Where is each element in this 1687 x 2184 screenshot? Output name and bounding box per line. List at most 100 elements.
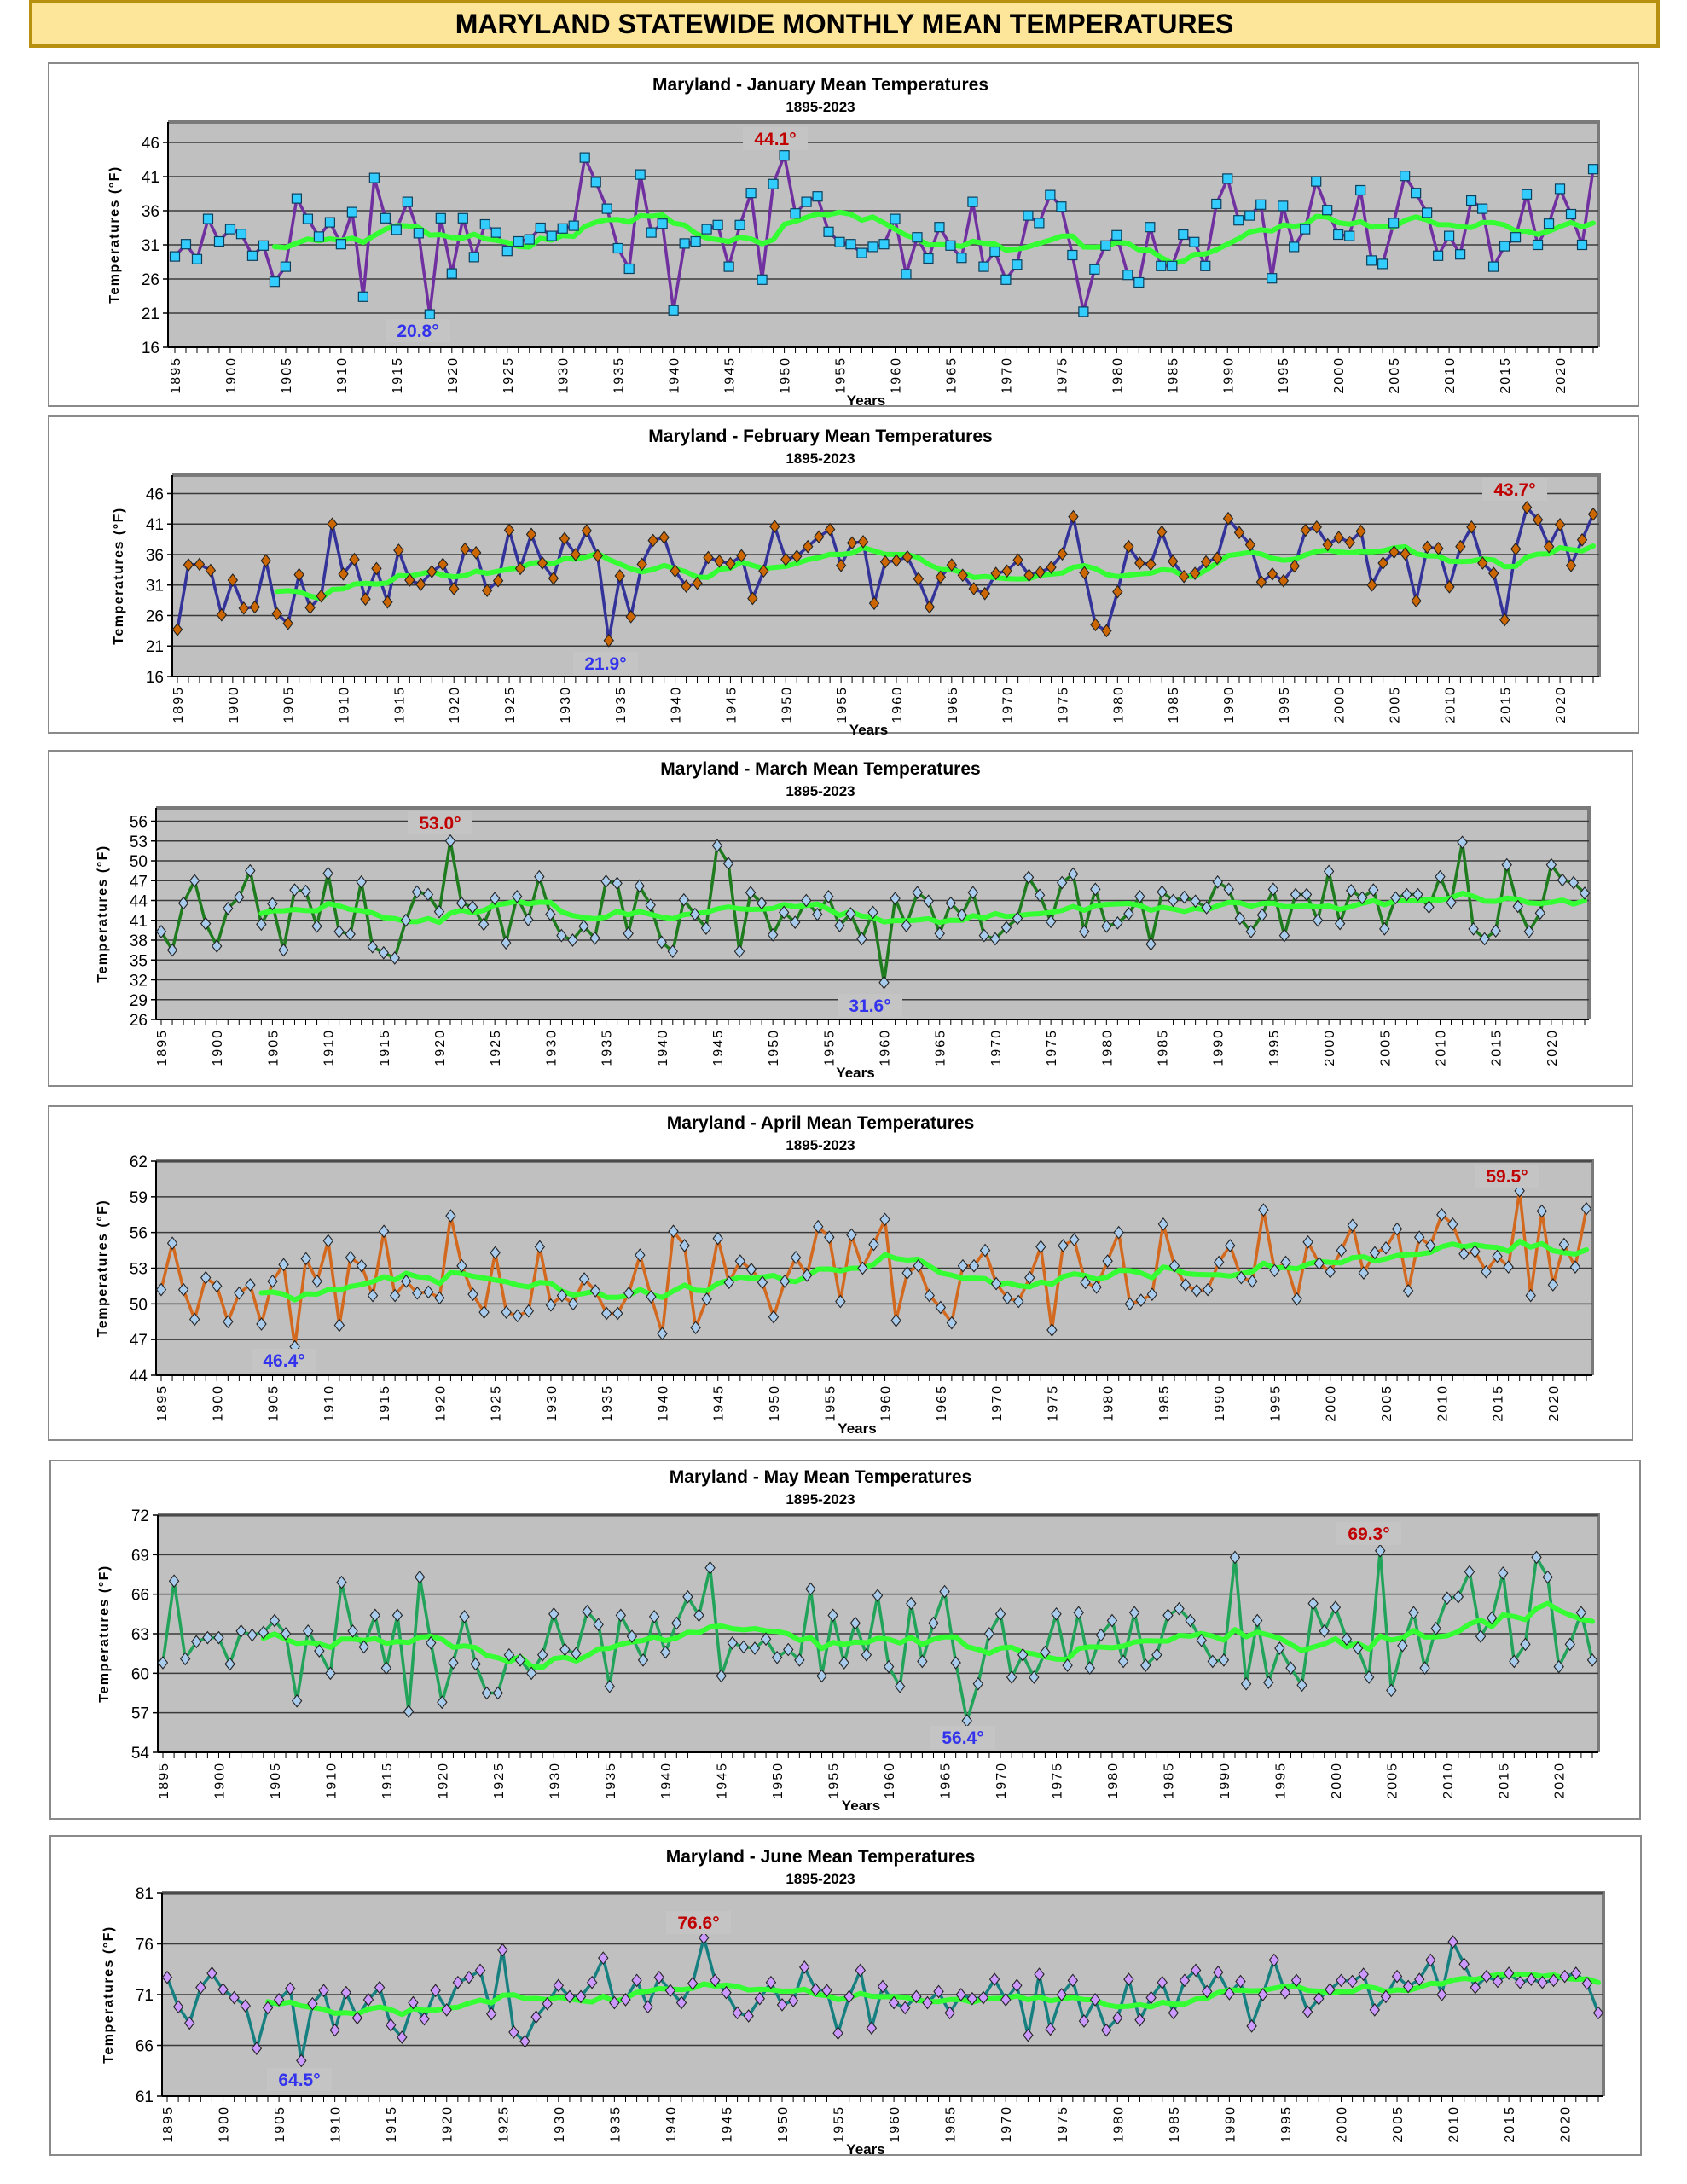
x-tick-label: 1895 (155, 1029, 170, 1066)
data-point-marker (601, 203, 612, 214)
data-point-marker (523, 1304, 535, 1318)
data-point-marker (1542, 1570, 1553, 1584)
data-point-marker (1319, 1624, 1330, 1638)
y-tick-label: 56 (130, 1225, 148, 1243)
data-point-marker (1557, 873, 1568, 887)
x-tick-label: 1910 (322, 1385, 337, 1422)
data-point-marker (1201, 901, 1212, 915)
data-point-marker (1279, 1985, 1291, 2000)
data-point-marker (1380, 1240, 1392, 1255)
data-point-marker (423, 1285, 434, 1299)
data-point-marker (1514, 1183, 1525, 1198)
data-point-marker (380, 212, 391, 224)
y-tick-label: 54 (131, 1745, 150, 1763)
y-tick-label: 36 (142, 203, 159, 221)
x-tick-label: 1945 (716, 1762, 730, 1799)
data-point-marker (890, 213, 901, 224)
data-point-marker (1311, 520, 1322, 534)
data-point-marker (725, 556, 736, 571)
data-point-marker (202, 213, 214, 224)
data-point-marker (211, 939, 223, 953)
data-point-marker (861, 1647, 872, 1662)
annotation-background (386, 319, 450, 342)
data-point-marker (637, 1653, 649, 1667)
data-point-marker (787, 1994, 799, 2008)
data-point-marker (335, 239, 346, 250)
data-point-marker (846, 536, 858, 550)
data-point-marker (224, 224, 236, 235)
chart-title-april: Maryland - April Mean Temperatures (666, 1113, 975, 1133)
data-point-marker (455, 896, 467, 910)
data-point-marker (692, 576, 703, 590)
data-point-marker (553, 1978, 565, 1993)
data-point-marker (679, 1239, 690, 1252)
y-tick-label: 21 (146, 638, 164, 656)
data-point-marker (245, 1278, 256, 1292)
x-tick-label: 1900 (227, 686, 241, 723)
data-point-marker (1498, 1566, 1509, 1580)
x-tick-label: 1915 (385, 2106, 399, 2143)
data-point-marker (1012, 1978, 1023, 1993)
x-tick-label: 1980 (1111, 686, 1126, 723)
data-point-marker (402, 196, 413, 207)
data-point-marker (1168, 1258, 1180, 1273)
x-tick-label: 1910 (324, 1762, 339, 1799)
data-point-marker (1157, 1217, 1169, 1231)
data-point-marker (1441, 1591, 1452, 1606)
data-point-marker (1006, 1670, 1017, 1684)
chart-subtitle-march: 1895-2023 (786, 783, 855, 799)
data-point-marker (1023, 210, 1034, 221)
x-tick-label: 1970 (1001, 686, 1016, 723)
x-tick-label: 1940 (656, 1385, 670, 1422)
data-point-marker (1233, 215, 1244, 226)
data-point-marker (1034, 218, 1045, 229)
data-point-marker (1190, 894, 1201, 909)
data-point-marker (216, 607, 228, 622)
data-point-marker (184, 2016, 195, 2030)
x-tick-label: 1990 (1213, 1385, 1227, 1422)
x-tick-label: 1905 (280, 357, 294, 394)
data-point-marker (1156, 260, 1167, 271)
data-point-marker (1280, 1255, 1291, 1269)
annotation-min-label: 64.5° (278, 2071, 320, 2090)
data-point-marker (223, 1315, 234, 1329)
data-point-marker (1151, 1647, 1162, 1662)
data-point-marker (760, 1632, 772, 1647)
x-tick-label: 1940 (656, 1029, 670, 1066)
data-point-marker (878, 975, 890, 990)
x-tick-label: 2015 (1492, 1385, 1506, 1422)
data-point-marker (273, 1993, 285, 2007)
data-point-marker (1526, 1972, 1537, 1987)
y-axis-title: Temperatures (°F) (112, 507, 126, 644)
data-point-marker (1023, 568, 1035, 583)
data-point-marker (1521, 501, 1533, 514)
x-tick-label: 1930 (553, 2106, 567, 2143)
moving-average-line (265, 1972, 1601, 2018)
data-point-marker (1587, 164, 1599, 175)
x-tick-label: 1895 (169, 357, 183, 394)
data-point-marker (1134, 2013, 1145, 2027)
x-axis-title: Years (838, 1420, 876, 1437)
y-tick-label: 56 (130, 814, 148, 832)
data-point-marker (180, 239, 192, 250)
x-tick-label: 2010 (1441, 1762, 1456, 1799)
data-point-marker (333, 925, 345, 938)
data-point-marker (813, 530, 825, 544)
data-point-marker (1400, 171, 1411, 182)
data-point-marker (946, 1316, 958, 1330)
data-point-marker (430, 1984, 441, 1998)
data-point-marker (623, 1286, 635, 1300)
y-tick-label: 31 (146, 578, 164, 595)
data-point-marker (832, 2026, 844, 2041)
data-point-marker (501, 936, 512, 950)
data-point-marker (485, 2007, 497, 2021)
data-point-marker (712, 1231, 723, 1246)
data-point-marker (790, 915, 801, 929)
data-point-marker (437, 1695, 448, 1710)
data-point-marker (367, 939, 378, 954)
data-point-marker (979, 586, 990, 601)
data-point-marker (213, 235, 225, 247)
data-point-marker (1487, 261, 1499, 272)
data-point-marker (1400, 547, 1411, 561)
data-point-marker (548, 1606, 559, 1621)
